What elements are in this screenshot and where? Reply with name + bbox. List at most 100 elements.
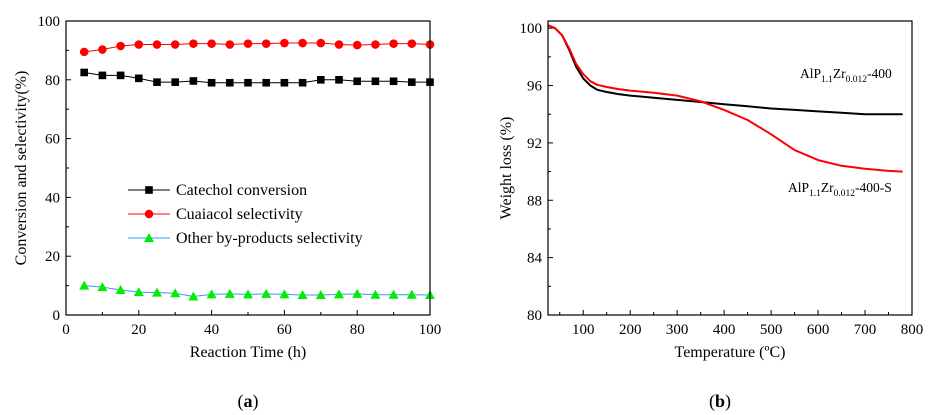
data-point-cuaiacol-selectivity (316, 38, 326, 48)
panel-label-a: (a) (238, 391, 259, 412)
data-point-catechol-conversion (389, 77, 398, 86)
y-tick-label-a: 20 (45, 249, 60, 265)
x-tick-label-a: 80 (350, 322, 365, 338)
x-tick-label-b: 700 (854, 322, 877, 338)
data-point-cuaiacol-selectivity (280, 38, 289, 48)
legend-marker-other-by-products-selectivity (144, 233, 154, 242)
x-tick-label-a: 20 (131, 322, 146, 338)
x-tick-label-b: 200 (619, 322, 642, 338)
x-tick-label-b: 100 (572, 322, 595, 338)
panel-label-b-letter: b (715, 391, 725, 411)
y-tick-label-a: 0 (53, 308, 61, 324)
data-point-catechol-conversion (135, 74, 143, 83)
data-point-catechol-conversion (80, 68, 88, 77)
series-line-other-by-products-selectivity (84, 285, 431, 297)
data-point-other-by-products-selectivity (315, 290, 326, 300)
y-tick-label-b: 80 (527, 308, 542, 324)
data-point-other-by-products-selectivity (370, 289, 381, 299)
data-point-other-by-products-selectivity (152, 287, 162, 297)
data-point-other-by-products-selectivity (188, 291, 199, 301)
data-point-other-by-products-selectivity (279, 289, 290, 299)
x-tick-label-a: 40 (204, 322, 219, 338)
data-point-cuaiacol-selectivity (98, 45, 107, 54)
series-annotation-400: AlP1.1Zr0.012-400 (800, 66, 892, 85)
legend-marker-catechol-conversion (145, 186, 153, 194)
plot-frame-b (547, 20, 913, 316)
data-point-cuaiacol-selectivity (371, 40, 380, 49)
data-point-catechol-conversion (153, 78, 161, 86)
y-tick-label-a: 80 (45, 73, 60, 89)
y-tick-label-b: 92 (527, 136, 542, 152)
y-axis-label-a: Conversion and selectivity(%) (13, 71, 30, 266)
x-tick-label-b: 300 (666, 322, 689, 338)
x-tick-label-b: 400 (713, 322, 736, 338)
data-point-other-by-products-selectivity (334, 289, 344, 299)
data-point-other-by-products-selectivity (133, 287, 144, 297)
y-tick-label-a: 60 (45, 132, 60, 148)
y-tick-label-b: 84 (527, 251, 543, 267)
y-tick-label-a: 100 (38, 14, 61, 30)
data-point-cuaiacol-selectivity (261, 39, 271, 48)
data-point-cuaiacol-selectivity (243, 39, 253, 48)
data-point-catechol-conversion (98, 71, 107, 80)
data-point-other-by-products-selectivity (243, 289, 253, 299)
data-point-other-by-products-selectivity (297, 290, 308, 300)
data-point-other-by-products-selectivity (115, 285, 126, 295)
series-group-a (79, 38, 435, 301)
legend-a: Catechol conversion Cuaiacol selectivity O… (128, 182, 363, 247)
data-point-cuaiacol-selectivity (170, 40, 180, 49)
panel-label-a-letter: a (244, 391, 253, 411)
data-point-catechol-conversion (280, 78, 289, 87)
data-point-other-by-products-selectivity (79, 280, 90, 290)
y-tick-label-a: 40 (45, 190, 60, 206)
data-point-catechol-conversion (189, 77, 198, 85)
y-tick-label-b: 88 (527, 193, 542, 209)
data-point-cuaiacol-selectivity (352, 40, 362, 50)
x-tick-label-a: 60 (277, 322, 292, 338)
data-point-catechol-conversion (226, 78, 234, 87)
data-point-catechol-conversion (207, 78, 216, 87)
x-tick-label-b: 800 (901, 322, 924, 338)
data-point-other-by-products-selectivity (261, 288, 272, 298)
data-point-other-by-products-selectivity (388, 289, 399, 299)
data-point-catechol-conversion (171, 78, 179, 86)
data-point-cuaiacol-selectivity (134, 40, 144, 49)
data-point-other-by-products-selectivity (406, 289, 417, 299)
data-point-other-by-products-selectivity (352, 288, 363, 298)
legend-marker-cuaiacol-selectivity (144, 209, 154, 219)
data-point-cuaiacol-selectivity (79, 47, 89, 57)
data-point-catechol-conversion (244, 78, 252, 87)
series-line-400-s (547, 24, 903, 173)
panel-label-b: (b) (709, 391, 731, 412)
x-axis-label-a: Reaction Time (h) (190, 344, 306, 361)
chart-panel-a: 0 20 40 60 80 100 0 20 40 60 80 100 Reaction Time (… (13, 14, 441, 412)
data-point-cuaiacol-selectivity (407, 39, 417, 48)
axis-ticks-b: 100 200 300 400 500 600 700 800 80 84 88 92 96 100 (520, 21, 924, 338)
plot-frame-a (65, 20, 431, 316)
x-axis-label-b: Temperature (ºC) (675, 344, 786, 361)
data-point-catechol-conversion (371, 77, 380, 86)
x-tick-label-a: 100 (419, 322, 442, 338)
data-point-cuaiacol-selectivity (152, 40, 162, 49)
data-point-catechol-conversion (298, 78, 307, 87)
x-tick-label-a: 0 (62, 322, 70, 338)
data-point-cuaiacol-selectivity (298, 38, 307, 48)
data-point-cuaiacol-selectivity (225, 40, 235, 49)
data-point-other-by-products-selectivity (206, 289, 217, 299)
x-tick-label-b: 500 (760, 322, 783, 338)
data-point-cuaiacol-selectivity (334, 40, 344, 49)
data-point-catechol-conversion (353, 77, 361, 86)
data-point-cuaiacol-selectivity (116, 41, 125, 51)
data-point-catechol-conversion (116, 71, 125, 80)
series-line-400 (547, 24, 903, 116)
data-point-catechol-conversion (408, 78, 416, 86)
data-point-other-by-products-selectivity (224, 288, 235, 298)
chart-panel-b: 100 200 300 400 500 600 700 800 80 84 88 92 96 100 Te… (498, 20, 924, 412)
y-tick-label-b: 96 (527, 79, 543, 95)
data-point-catechol-conversion (262, 78, 270, 87)
axis-ticks-a: 0 20 40 60 80 100 0 20 40 60 80 100 (38, 14, 442, 338)
legend-label-cuaiacol-selectivity: Cuaiacol selectivity (176, 206, 303, 223)
legend-label-catechol-conversion: Catechol conversion (176, 182, 307, 199)
data-point-other-by-products-selectivity (170, 288, 181, 298)
